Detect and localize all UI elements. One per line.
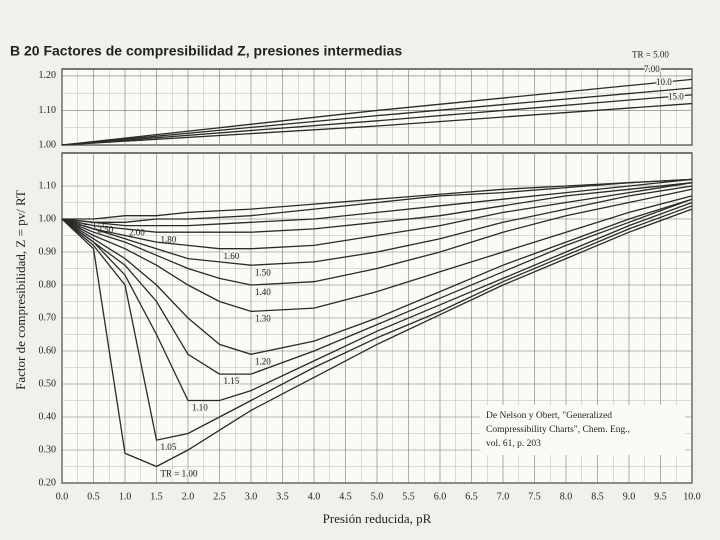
x-tick-label: 1.0 <box>119 491 132 502</box>
curve <box>61 185 693 266</box>
x-tick-label: 5.5 <box>402 491 415 502</box>
curve <box>61 198 693 355</box>
y-tick-label: 0.30 <box>39 444 57 455</box>
curve <box>61 94 693 146</box>
y-tick-label: 0.70 <box>39 312 57 323</box>
curve <box>61 182 693 250</box>
x-tick-label: 2.5 <box>213 491 226 502</box>
y-tick-label: 0.60 <box>39 345 57 356</box>
curve-label: 7.00 <box>644 64 660 74</box>
x-axis-label: Presión reducida, pR <box>323 511 432 526</box>
curve <box>61 205 693 441</box>
curve <box>61 198 693 375</box>
curve-label: 1.15 <box>224 376 240 386</box>
curve <box>61 208 693 468</box>
x-tick-label: 8.0 <box>560 491 573 502</box>
x-tick-label: 6.5 <box>465 491 478 502</box>
x-tick-label: 9.0 <box>623 491 636 502</box>
y-tick-label: 0.20 <box>39 477 57 488</box>
curve <box>61 182 693 233</box>
x-tick-label: 10.0 <box>683 491 701 502</box>
y-tick-label: 1.00 <box>39 213 57 224</box>
x-tick-label: 0.0 <box>56 491 69 502</box>
y-tick-label: 0.90 <box>39 246 57 257</box>
x-tick-label: 4.5 <box>339 491 352 502</box>
curve-label: TR = 1.00 <box>161 469 198 479</box>
y-axis-label: Factor de compresibilidad, Z = pv/ RT <box>13 190 28 390</box>
curve-label: 1.20 <box>255 356 271 366</box>
x-tick-label: 9.5 <box>654 491 667 502</box>
x-tick-label: 5.0 <box>371 491 384 502</box>
curve <box>62 178 693 220</box>
curve-label: 1.40 <box>255 287 271 297</box>
x-tick-label: 3.0 <box>245 491 258 502</box>
x-tick-label: 2.0 <box>182 491 195 502</box>
curve <box>61 178 693 227</box>
x-tick-label: 1.5 <box>150 491 163 502</box>
curve <box>61 102 693 146</box>
x-tick-label: 3.5 <box>276 491 289 502</box>
x-tick-label: 0.5 <box>87 491 100 502</box>
annotation: vol. 61, p. 203 <box>486 439 541 449</box>
curve-label: TR = 5.00 <box>632 49 669 59</box>
annotation-box <box>480 405 685 455</box>
curve <box>61 178 693 223</box>
curve <box>61 195 693 313</box>
y-tick-label: 0.80 <box>39 279 57 290</box>
annotation: Compressibility Charts", Chem. Eng., <box>486 425 630 435</box>
curve <box>61 87 693 146</box>
y-tick-label: 0.50 <box>39 378 57 389</box>
curve <box>61 78 693 146</box>
curve-label: 1.10 <box>192 403 208 413</box>
x-tick-label: 7.0 <box>497 491 510 502</box>
y-tick-label: 0.40 <box>39 411 57 422</box>
chart-title: B 20 Factores de compresibilidad Z, pres… <box>10 43 402 59</box>
curve-label: 1.50 <box>255 267 271 277</box>
curve-label: 15.0 <box>668 92 684 102</box>
y-tick-label: 1.20 <box>39 70 57 81</box>
curve-label: 1.60 <box>224 251 240 261</box>
curve <box>61 201 693 402</box>
curve-label: 1.30 <box>255 313 271 323</box>
y-tick-label: 1.10 <box>39 105 57 116</box>
curve-label: 1.05 <box>161 442 177 452</box>
curve-label: 10.0 <box>656 77 672 87</box>
x-tick-label: 6.0 <box>434 491 447 502</box>
x-tick-label: 8.5 <box>591 491 604 502</box>
curve <box>61 188 693 286</box>
x-tick-label: 4.0 <box>308 491 321 502</box>
y-tick-label: 1.00 <box>39 139 57 150</box>
x-tick-label: 7.5 <box>528 491 541 502</box>
annotation: De Nelson y Obert, "Generalized <box>486 411 612 421</box>
y-tick-label: 1.10 <box>39 180 57 191</box>
